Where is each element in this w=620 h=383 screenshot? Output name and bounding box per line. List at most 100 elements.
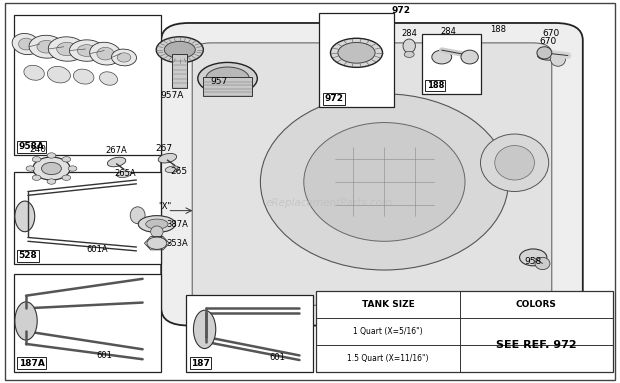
Text: 1 Quart (X=5/16"): 1 Quart (X=5/16"): [353, 327, 423, 336]
Bar: [319, 13, 394, 107]
FancyBboxPatch shape: [192, 43, 552, 305]
FancyBboxPatch shape: [161, 23, 583, 326]
Ellipse shape: [432, 50, 451, 64]
Ellipse shape: [158, 154, 177, 163]
Text: 284: 284: [402, 29, 418, 38]
Ellipse shape: [47, 179, 56, 184]
Ellipse shape: [404, 51, 414, 57]
Bar: [14, 172, 161, 264]
Text: 187A: 187A: [19, 359, 45, 368]
Ellipse shape: [19, 38, 33, 50]
Ellipse shape: [68, 166, 77, 171]
Text: 957A: 957A: [160, 91, 184, 100]
Ellipse shape: [117, 171, 131, 178]
Ellipse shape: [15, 302, 37, 340]
Ellipse shape: [15, 201, 35, 232]
Ellipse shape: [147, 237, 167, 249]
Ellipse shape: [32, 157, 41, 162]
Bar: [422, 34, 480, 94]
Ellipse shape: [304, 123, 465, 241]
Text: 957: 957: [211, 77, 228, 86]
Ellipse shape: [73, 69, 94, 84]
Text: TANK SIZE: TANK SIZE: [361, 300, 414, 309]
Ellipse shape: [97, 47, 114, 60]
Text: 188: 188: [490, 26, 506, 34]
Text: 958: 958: [524, 257, 541, 266]
Ellipse shape: [198, 62, 257, 95]
Ellipse shape: [151, 226, 163, 237]
Bar: [316, 291, 613, 372]
Text: 265: 265: [170, 167, 188, 176]
Bar: [186, 295, 313, 372]
Text: eReplacementParts.com: eReplacementParts.com: [265, 198, 392, 208]
Ellipse shape: [112, 49, 136, 66]
Ellipse shape: [42, 162, 61, 175]
Ellipse shape: [62, 157, 71, 162]
Ellipse shape: [206, 67, 249, 90]
Text: 1.5 Quart (X=11/16"): 1.5 Quart (X=11/16"): [347, 354, 429, 363]
Bar: [203, 77, 252, 96]
Ellipse shape: [47, 153, 56, 158]
Text: 387A: 387A: [166, 219, 188, 229]
Text: 601: 601: [96, 351, 112, 360]
Ellipse shape: [56, 42, 77, 56]
Text: 601: 601: [270, 353, 286, 362]
Bar: [14, 274, 161, 372]
Ellipse shape: [117, 53, 131, 62]
Ellipse shape: [37, 40, 56, 53]
Ellipse shape: [107, 157, 126, 167]
Ellipse shape: [403, 39, 415, 53]
Bar: [172, 54, 187, 88]
Ellipse shape: [33, 157, 70, 180]
Text: "X": "X": [158, 203, 171, 211]
Ellipse shape: [29, 35, 64, 58]
Ellipse shape: [535, 257, 550, 270]
Text: 670: 670: [542, 29, 559, 38]
Ellipse shape: [90, 42, 121, 65]
Text: 972: 972: [391, 6, 410, 15]
Text: 958A: 958A: [19, 142, 45, 151]
Text: 972: 972: [324, 95, 343, 103]
Ellipse shape: [165, 166, 180, 173]
Ellipse shape: [47, 66, 71, 83]
Text: 528: 528: [19, 252, 37, 260]
Text: 284: 284: [440, 28, 456, 36]
Text: 267A: 267A: [105, 146, 127, 155]
Ellipse shape: [48, 37, 86, 61]
Text: 240: 240: [30, 146, 46, 154]
Ellipse shape: [156, 37, 203, 63]
Text: 188: 188: [427, 81, 444, 90]
Ellipse shape: [138, 216, 175, 232]
Ellipse shape: [24, 65, 45, 80]
Text: 187: 187: [191, 359, 210, 368]
Ellipse shape: [193, 310, 216, 349]
Ellipse shape: [330, 38, 383, 67]
Ellipse shape: [480, 134, 549, 192]
Ellipse shape: [99, 72, 118, 85]
Ellipse shape: [12, 33, 40, 55]
Ellipse shape: [62, 175, 71, 180]
Text: COLORS: COLORS: [516, 300, 557, 309]
Ellipse shape: [551, 52, 565, 66]
Ellipse shape: [338, 43, 375, 63]
Ellipse shape: [32, 175, 41, 180]
Text: SEE REF. 972: SEE REF. 972: [496, 340, 577, 350]
Text: 601A: 601A: [87, 245, 108, 254]
Text: 670: 670: [539, 37, 557, 46]
Ellipse shape: [538, 51, 560, 60]
Ellipse shape: [78, 45, 96, 56]
Text: 353A: 353A: [166, 239, 188, 248]
Ellipse shape: [164, 41, 195, 58]
Ellipse shape: [520, 249, 547, 266]
Ellipse shape: [260, 94, 508, 270]
Ellipse shape: [461, 50, 479, 64]
Bar: [14, 15, 161, 155]
Ellipse shape: [495, 146, 534, 180]
Text: 265A: 265A: [115, 169, 136, 178]
Ellipse shape: [146, 219, 168, 229]
Ellipse shape: [26, 166, 35, 171]
Ellipse shape: [69, 40, 104, 61]
Ellipse shape: [537, 47, 552, 59]
Ellipse shape: [130, 207, 145, 224]
Text: 267: 267: [155, 144, 172, 153]
